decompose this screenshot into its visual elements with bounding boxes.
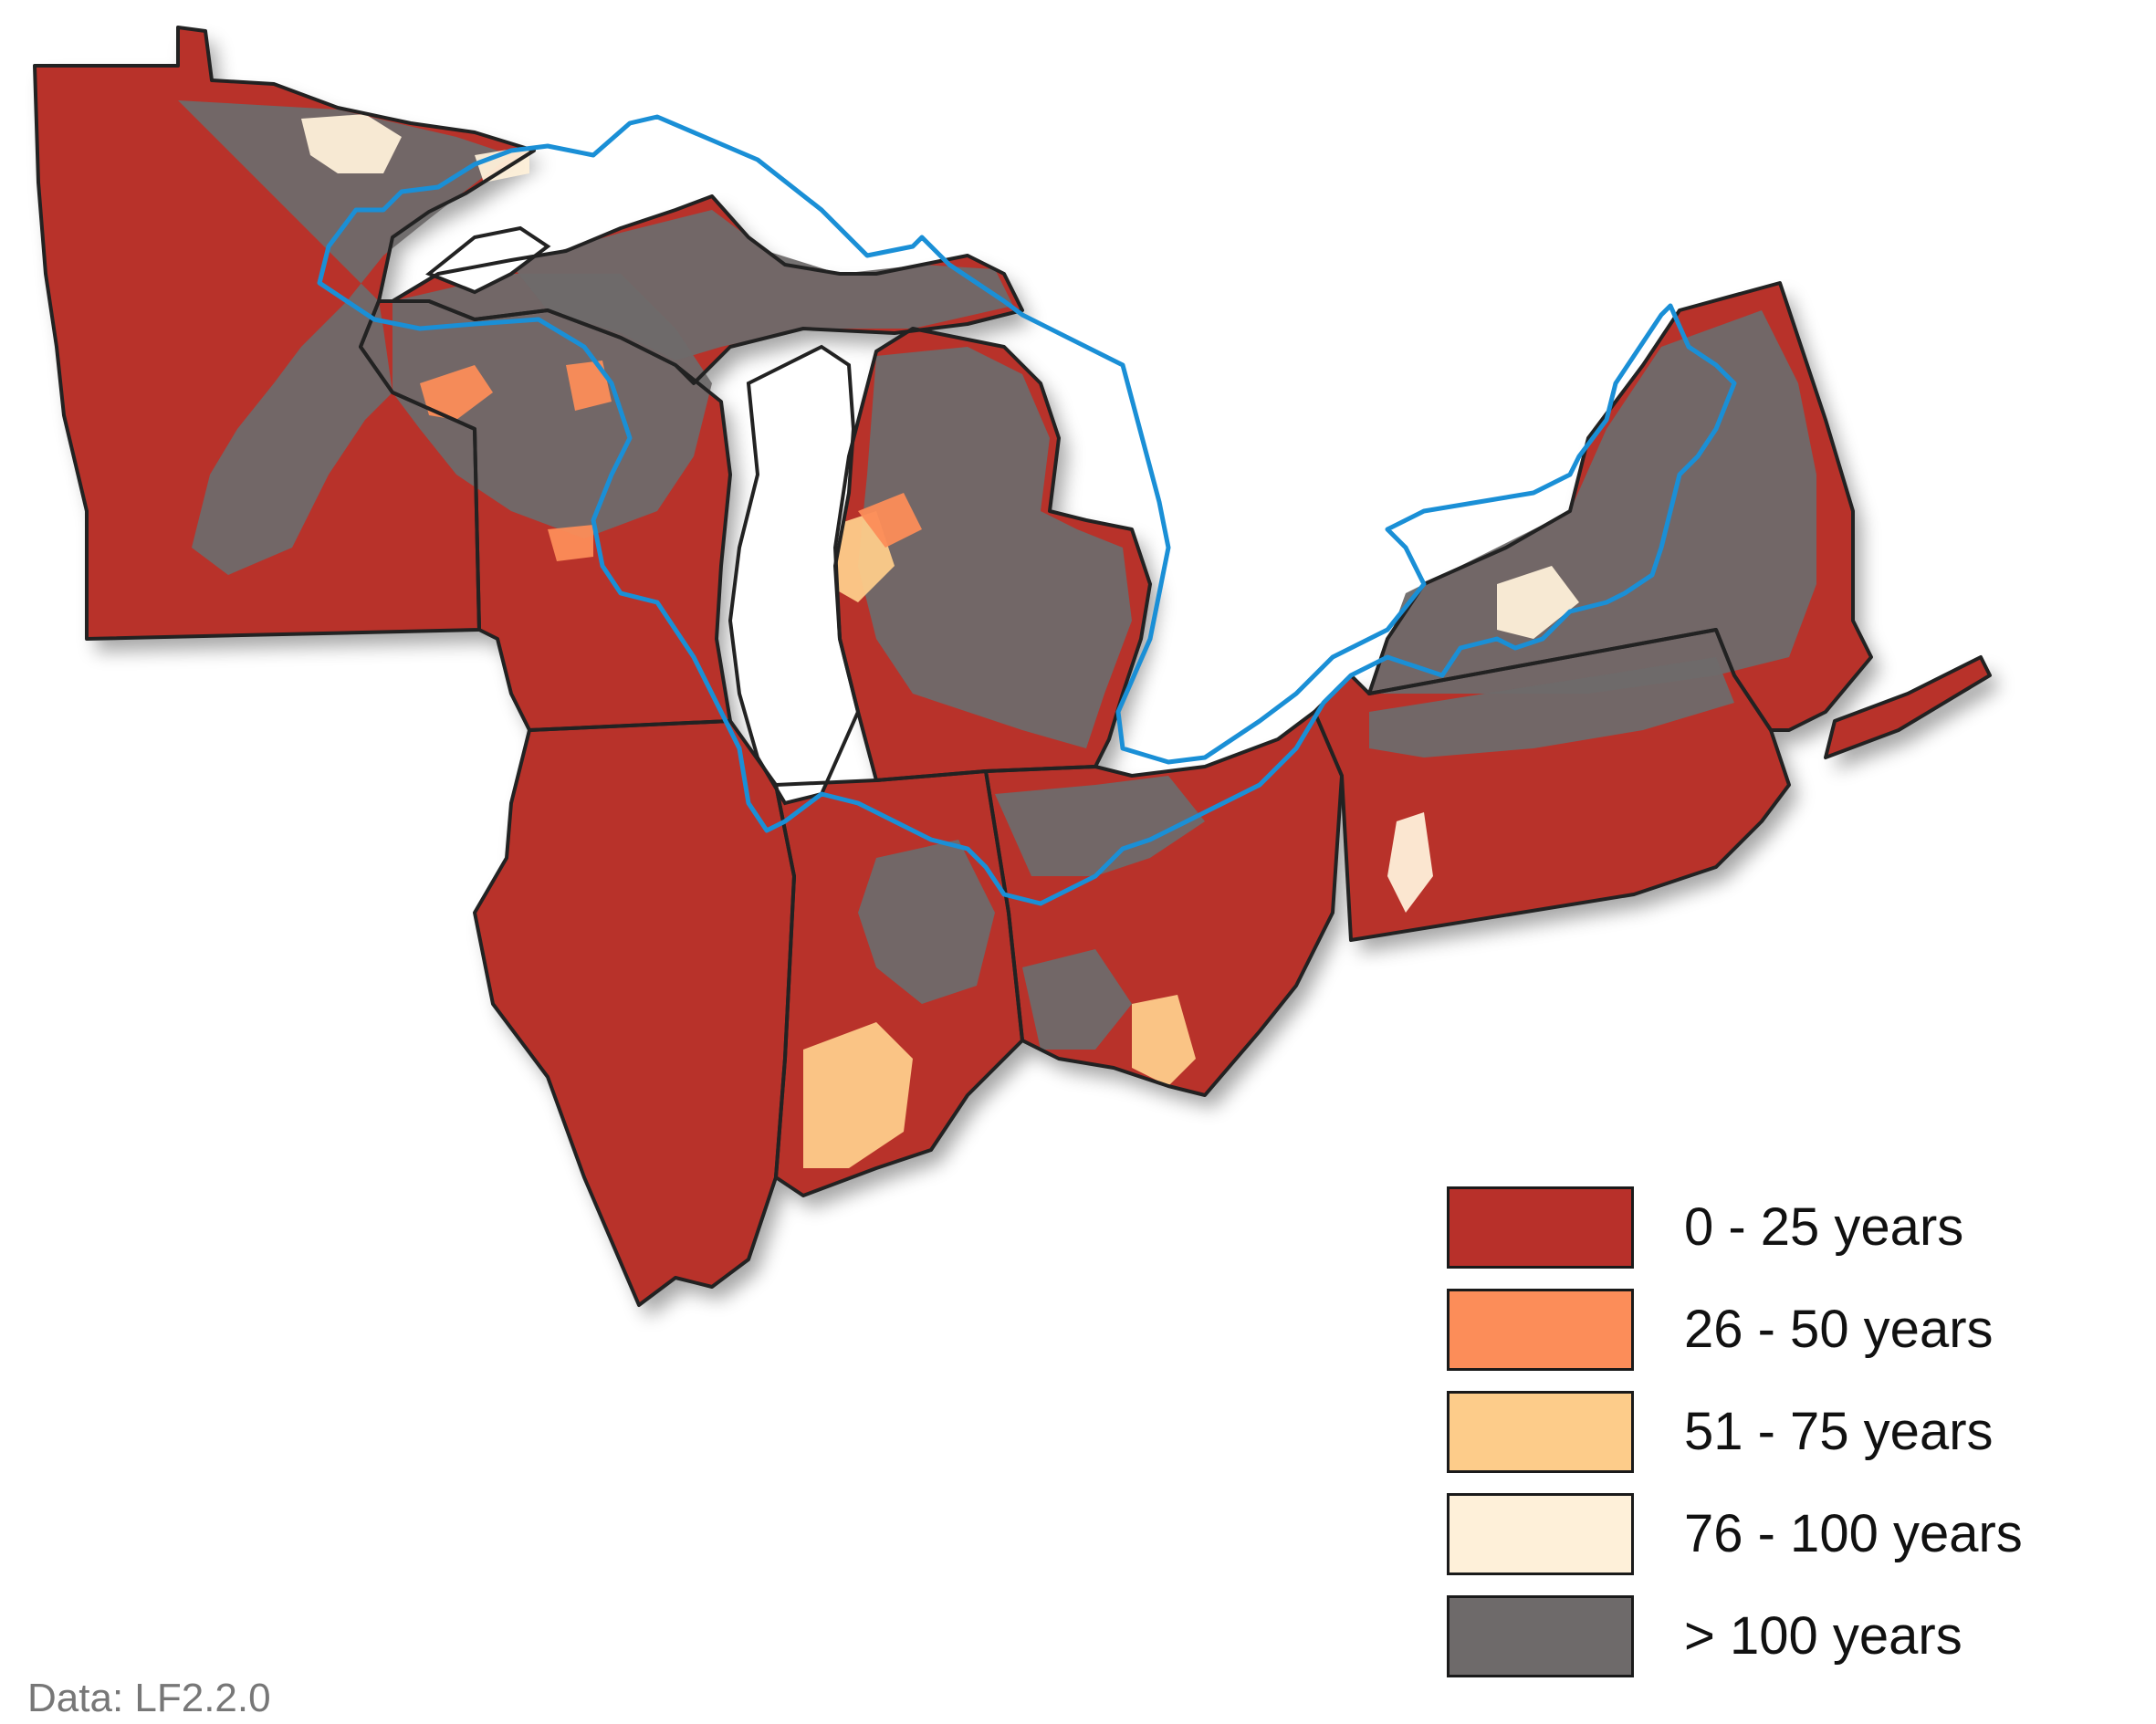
map-legend: 0 - 25 years 26 - 50 years 51 - 75 years 76… (1447, 1186, 2104, 1698)
legend-swatch (1447, 1595, 1634, 1677)
class-patch (1497, 566, 1579, 639)
state-new-york-outline (1367, 281, 1992, 759)
state-michigan-lp-outline (833, 327, 1152, 782)
class-patch (803, 1022, 913, 1168)
class-patch (566, 360, 612, 411)
class-patch (548, 525, 593, 561)
class-patch (301, 114, 402, 173)
source-note: Data: LF2.2.0 (27, 1676, 271, 1720)
class-patch (511, 210, 1013, 360)
class-patch (420, 365, 493, 420)
legend-swatch (1447, 1186, 1634, 1269)
legend-label: 0 - 25 years (1684, 1197, 1964, 1257)
class-patch (1387, 812, 1433, 913)
state-minnesota-outline (33, 26, 536, 641)
legend-item: 0 - 25 years (1447, 1186, 2104, 1289)
legend-item: 26 - 50 years (1447, 1289, 2104, 1391)
class-patch (858, 493, 922, 548)
legend-item: 51 - 75 years (1447, 1391, 2104, 1493)
class-patch (858, 347, 1132, 748)
class-patch (995, 776, 1205, 876)
legend-swatch (1447, 1493, 1634, 1575)
legend-item: 76 - 100 years (1447, 1493, 2104, 1595)
lake-superior-inlet (425, 225, 551, 295)
legend-label: > 100 years (1684, 1606, 1962, 1666)
class-patch (858, 840, 995, 1004)
legend-item: > 100 years (1447, 1595, 2104, 1698)
state-michigan-up-outline (391, 194, 1024, 385)
class-patch (1132, 995, 1196, 1086)
class-patch (1369, 310, 1816, 694)
legend-swatch (1447, 1289, 1634, 1371)
legend-swatch (1447, 1391, 1634, 1473)
state-illinois (475, 721, 794, 1305)
class-patch (392, 274, 712, 538)
class-patch (1022, 949, 1132, 1050)
legend-label: 26 - 50 years (1684, 1300, 1994, 1359)
basin-boundary (317, 114, 1737, 906)
state-ohio-outline (984, 710, 1344, 1097)
class-patch (178, 100, 511, 575)
class-patch (1369, 657, 1734, 758)
lakes (425, 225, 861, 806)
legend-label: 76 - 100 years (1684, 1504, 2023, 1563)
class-patch (475, 146, 529, 183)
legend-label: 51 - 75 years (1684, 1402, 1994, 1461)
